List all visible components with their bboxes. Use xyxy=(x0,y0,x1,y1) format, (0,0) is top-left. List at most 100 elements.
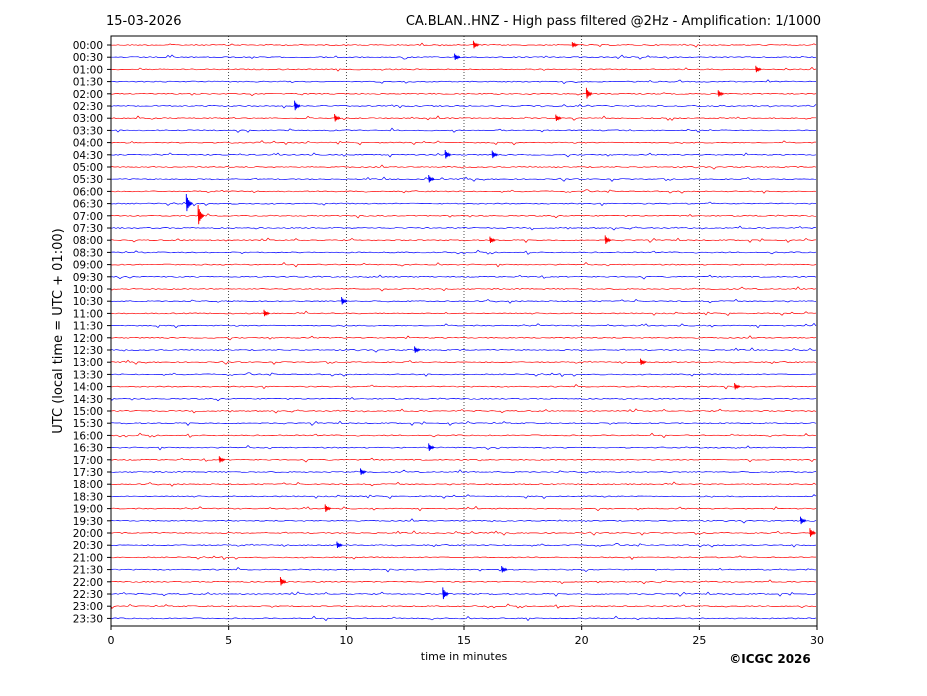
x-ticks: 0 5 10 15 20 25 30 xyxy=(108,626,824,647)
date-label: 15-03-2026 xyxy=(106,14,182,29)
trace-line xyxy=(110,92,817,97)
trace-line xyxy=(110,603,817,609)
event-burst xyxy=(555,114,562,122)
trace-line xyxy=(110,505,817,512)
trace-line xyxy=(110,104,817,109)
row-label: 12:30 xyxy=(73,345,103,357)
row-labels: 00:0000:3001:0001:3002:0002:3003:0003:30… xyxy=(73,40,111,625)
trace-line xyxy=(110,469,817,474)
row-label: 13:00 xyxy=(73,357,103,369)
trace-line xyxy=(110,567,817,573)
row-label: 15:30 xyxy=(73,418,103,430)
trace-line xyxy=(110,42,817,48)
event-burst xyxy=(800,516,807,525)
trace-line xyxy=(110,579,817,585)
x-tick-label: 25 xyxy=(692,634,706,647)
trace-line xyxy=(110,66,817,72)
row-label: 16:00 xyxy=(73,430,103,442)
trace-line xyxy=(110,237,817,243)
row-label: 02:30 xyxy=(73,101,103,113)
row-label: 08:00 xyxy=(73,235,103,247)
trace-line xyxy=(110,274,817,280)
row-label: 04:00 xyxy=(73,138,103,150)
event-burst xyxy=(585,87,593,99)
row-label: 11:00 xyxy=(73,308,103,320)
row-label: 08:30 xyxy=(73,247,103,259)
row-label: 18:30 xyxy=(73,491,103,503)
row-label: 09:30 xyxy=(73,272,103,284)
event-burst xyxy=(428,174,435,183)
trace-line xyxy=(110,543,817,548)
event-burst xyxy=(218,456,226,463)
trace-line xyxy=(110,420,817,426)
trace-line xyxy=(110,384,817,390)
trace-line xyxy=(110,457,817,463)
row-label: 06:30 xyxy=(73,199,103,211)
trace-line xyxy=(110,310,817,316)
event-burst xyxy=(571,41,579,48)
vertical-grid xyxy=(228,36,700,626)
trace-line xyxy=(110,494,817,499)
row-label: 01:00 xyxy=(73,64,103,76)
trace-line xyxy=(111,54,817,60)
event-burst xyxy=(294,100,301,111)
event-burst xyxy=(809,528,816,537)
trace-line xyxy=(110,445,817,451)
row-label: 09:00 xyxy=(73,260,103,272)
row-label: 00:00 xyxy=(73,40,103,52)
row-label: 19:00 xyxy=(73,504,103,516)
trace-line xyxy=(110,372,817,378)
trace-line xyxy=(110,530,817,536)
x-tick-label: 30 xyxy=(810,634,824,647)
row-label: 13:30 xyxy=(73,369,103,381)
event-burst xyxy=(428,443,435,451)
event-burst xyxy=(185,193,193,212)
row-label: 20:00 xyxy=(73,528,103,540)
trace-line xyxy=(110,152,817,158)
row-label: 07:00 xyxy=(73,211,103,223)
event-burst xyxy=(501,565,508,573)
event-burst xyxy=(414,346,421,353)
row-label: 01:30 xyxy=(73,77,103,89)
row-label: 04:30 xyxy=(73,150,103,162)
x-tick-label: 15 xyxy=(457,634,471,647)
event-burst xyxy=(489,236,496,244)
row-label: 23:00 xyxy=(73,601,103,613)
trace-line xyxy=(110,79,817,85)
row-label: 02:00 xyxy=(73,89,103,101)
row-label: 22:30 xyxy=(73,589,103,601)
trace-line xyxy=(110,591,817,597)
event-burst xyxy=(334,113,341,122)
event-burst xyxy=(336,541,343,549)
x-tick-label: 10 xyxy=(339,634,353,647)
trace-line xyxy=(110,359,817,365)
trace-line xyxy=(110,335,817,341)
row-label: 17:30 xyxy=(73,467,103,479)
event-burst xyxy=(197,204,204,225)
seismic-events xyxy=(185,40,816,600)
trace-lines xyxy=(110,42,817,622)
row-label: 21:30 xyxy=(73,565,103,577)
x-tick-label: 0 xyxy=(108,634,115,647)
trace-line xyxy=(110,322,817,329)
row-label: 10:00 xyxy=(73,284,103,296)
row-label: 20:30 xyxy=(73,540,103,552)
trace-line xyxy=(110,115,816,121)
chart-title: CA.BLAN..HNZ - High pass filtered @2Hz -… xyxy=(406,14,821,29)
row-label: 17:00 xyxy=(73,455,103,467)
row-label: 03:00 xyxy=(73,113,103,125)
event-burst xyxy=(279,576,287,586)
x-tick-label: 5 xyxy=(225,634,232,647)
row-label: 05:00 xyxy=(73,162,103,174)
row-label: 05:30 xyxy=(73,174,103,186)
row-label: 14:00 xyxy=(73,382,103,394)
row-label: 12:00 xyxy=(73,333,103,345)
copyright-label: ©ICGC 2026 xyxy=(729,652,811,666)
row-label: 03:30 xyxy=(73,125,103,137)
event-burst xyxy=(604,235,611,244)
row-label: 21:00 xyxy=(73,552,103,564)
event-burst xyxy=(734,382,741,390)
row-label: 07:30 xyxy=(73,223,103,235)
event-burst xyxy=(717,90,724,97)
